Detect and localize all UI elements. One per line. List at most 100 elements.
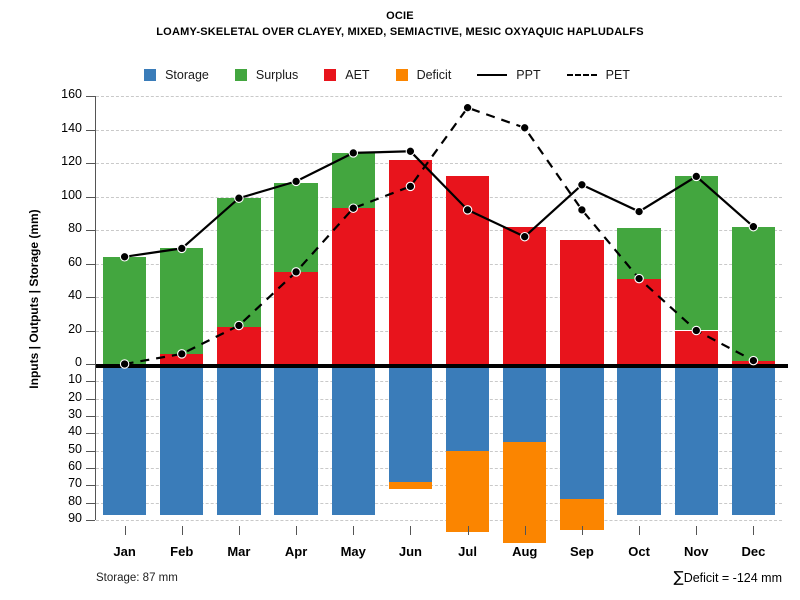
bar-aet-Apr[interactable]: [274, 271, 318, 364]
legend-deficit-swatch: [395, 69, 408, 81]
legend-storage[interactable]: Storage: [144, 68, 235, 82]
legend-deficit[interactable]: Deficit: [395, 68, 478, 82]
bar-storage-Sep[interactable]: [560, 364, 604, 500]
bar-aet-Oct[interactable]: [617, 278, 661, 364]
ytick-down-80-label: 80: [68, 493, 82, 508]
pet-point-Aug[interactable]: [519, 123, 530, 133]
bar-aet-Jul[interactable]: [445, 176, 490, 364]
x-label-Aug: Aug: [512, 544, 538, 559]
bar-aet-Feb[interactable]: [160, 353, 204, 364]
ytick-up-40-label: 40: [68, 288, 82, 302]
bar-storage-Nov[interactable]: [674, 364, 718, 515]
ytick-up-160-tick: [86, 96, 95, 97]
gridline-down-70: [96, 485, 782, 487]
ytick-down-70-label: 70: [68, 476, 82, 491]
legend-aet[interactable]: AET: [324, 68, 395, 82]
bar-surplus-Nov[interactable]: [674, 176, 718, 331]
ytick-down-20-tick: [86, 398, 95, 400]
x-label-Nov: Nov: [683, 544, 709, 559]
ppt-point-Sep[interactable]: [577, 180, 587, 190]
x-tick-Jan: [124, 526, 126, 535]
bar-surplus-Jan[interactable]: [102, 256, 147, 364]
ppt-point-Jun[interactable]: [405, 146, 416, 157]
gridline-down-30: [96, 416, 782, 417]
ytick-down-60-tick: [86, 468, 95, 469]
x-label-Oct: Oct: [628, 544, 650, 559]
bar-storage-Feb[interactable]: [160, 364, 204, 515]
bar-storage-Jun[interactable]: [388, 364, 433, 482]
x-tick-May: [353, 526, 355, 535]
legend-storage-label: Storage: [165, 68, 209, 82]
bar-aet-Aug[interactable]: [503, 226, 547, 364]
x-label-May: May: [340, 544, 366, 559]
ytick-down-40-tick: [86, 433, 95, 435]
gridline-down-80: [96, 502, 782, 504]
legend-surplus[interactable]: Surplus: [234, 68, 324, 82]
ytick-up-80-tick: [86, 230, 95, 231]
legend-ppt[interactable]: PPT: [477, 68, 566, 82]
bar-aet-Nov[interactable]: [674, 330, 718, 364]
ytick-down-10-label: 10: [68, 372, 82, 387]
bar-aet-Sep[interactable]: [560, 240, 604, 364]
title-line-2: LOAMY-SKELETAL OVER CLAYEY, MIXED, SEMIA…: [156, 26, 644, 38]
bar-storage-Dec[interactable]: [731, 364, 776, 515]
bar-storage-Apr[interactable]: [274, 364, 318, 515]
bar-storage-Jul[interactable]: [445, 364, 490, 451]
bar-deficit-Jun[interactable]: [388, 481, 433, 489]
bar-deficit-Sep[interactable]: [560, 499, 604, 531]
bar-surplus-May[interactable]: [331, 152, 375, 209]
x-label-Jun: Jun: [398, 544, 422, 559]
gridline-down-60: [96, 468, 782, 469]
ytick-down-40-label: 40: [68, 424, 82, 439]
ppt-point-Oct[interactable]: [634, 206, 644, 217]
bar-surplus-Dec[interactable]: [731, 226, 776, 361]
x-label-Feb: Feb: [170, 544, 194, 559]
ytick-down-90-tick: [86, 520, 95, 521]
bar-storage-Oct[interactable]: [617, 364, 661, 515]
ytick-up-100-tick: [86, 196, 95, 198]
legend-pet[interactable]: PET: [566, 68, 656, 82]
x-label-Jan: Jan: [113, 544, 136, 559]
bar-deficit-Jul[interactable]: [445, 450, 490, 533]
bar-surplus-Oct[interactable]: [617, 228, 661, 279]
gridline-down-20: [96, 398, 782, 400]
bar-storage-May[interactable]: [331, 364, 375, 515]
ytick-up-140-tick: [86, 129, 95, 131]
bar-deficit-Aug[interactable]: [503, 442, 547, 543]
chart-title: OCIE LOAMY-SKELETAL OVER CLAYEY, MIXED, …: [0, 8, 800, 40]
legend-surplus-label: Surplus: [255, 68, 299, 82]
legend-pet-line-sample: [566, 74, 597, 76]
bar-storage-Jan[interactable]: [102, 364, 147, 515]
x-tick-Nov: [696, 526, 698, 535]
bar-aet-May[interactable]: [331, 208, 375, 364]
x-tick-Oct: [639, 526, 641, 535]
storage-footnote: Storage: 87 mm: [96, 572, 178, 584]
x-label-Jul: Jul: [458, 544, 477, 559]
legend-aet-label: AET: [345, 68, 370, 82]
legend-surplus-swatch: [234, 69, 247, 81]
ytick-up-120-label: 120: [61, 154, 82, 168]
ytick-down-50-label: 50: [68, 441, 82, 456]
pet-point-Sep[interactable]: [577, 205, 587, 215]
x-label-Mar: Mar: [227, 544, 251, 559]
bar-storage-Aug[interactable]: [503, 364, 547, 442]
bar-aet-Jun[interactable]: [388, 159, 433, 364]
legend-storage-swatch: [144, 69, 157, 81]
legend-ppt-label: PPT: [516, 68, 541, 82]
ytick-up-80-label: 80: [68, 221, 82, 235]
bar-aet-Mar[interactable]: [217, 327, 261, 364]
ytick-down-60-label: 60: [68, 459, 82, 473]
x-tick-Sep: [581, 526, 583, 535]
bar-surplus-Feb[interactable]: [160, 248, 204, 354]
ytick-up-20-label: 20: [68, 321, 82, 336]
bar-storage-Mar[interactable]: [217, 364, 261, 515]
gridline-down-50: [96, 450, 782, 452]
pet-point-Jul[interactable]: [462, 102, 473, 113]
plot-area: [96, 96, 788, 543]
bar-surplus-Apr[interactable]: [274, 183, 318, 272]
x-tick-Jul: [467, 526, 469, 535]
bar-surplus-Mar[interactable]: [217, 198, 261, 328]
ytick-up-60-tick: [86, 263, 95, 265]
title-line-1: OCIE: [386, 10, 414, 22]
